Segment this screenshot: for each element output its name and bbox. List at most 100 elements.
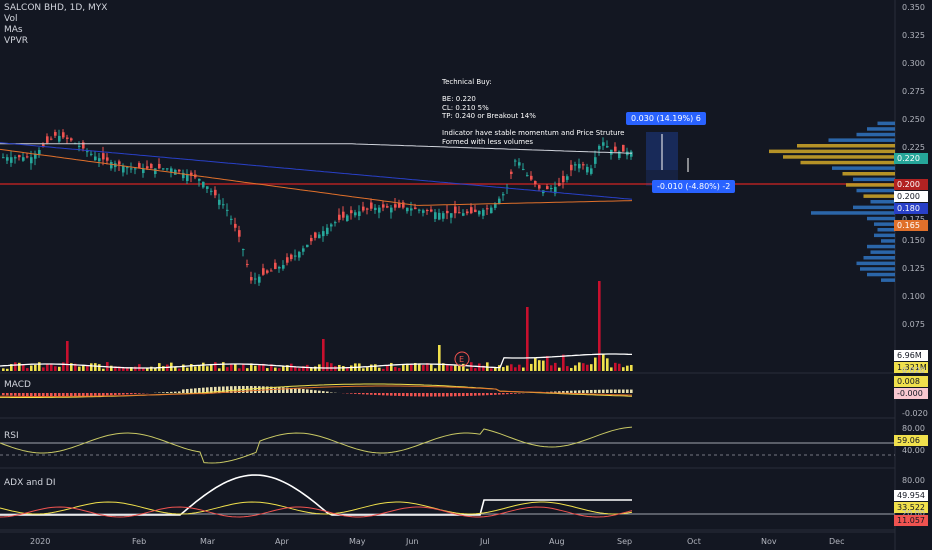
macd-pane-label[interactable]: MACD xyxy=(4,380,31,390)
candle-body xyxy=(162,168,165,170)
candle-body xyxy=(166,168,169,170)
volume-bar xyxy=(410,364,413,371)
volume-bar xyxy=(110,365,113,371)
macd-histogram-bar xyxy=(134,393,137,394)
rsi-pane-label[interactable]: RSI xyxy=(4,431,19,441)
volume-bar xyxy=(558,367,561,371)
candle-body xyxy=(554,186,557,194)
macd-histogram-bar xyxy=(98,393,101,396)
volume-bar xyxy=(570,367,573,371)
candle-body xyxy=(206,186,209,189)
candle-body xyxy=(210,190,213,192)
macd-histogram-bar xyxy=(366,393,369,395)
macd-histogram-bar xyxy=(278,387,281,393)
legend-study-vol[interactable]: Vol xyxy=(4,14,18,24)
volume-bar xyxy=(34,364,37,371)
volume-bar xyxy=(314,366,317,371)
macd-histogram-bar xyxy=(318,390,321,393)
candle-body xyxy=(234,223,237,228)
candle-body xyxy=(474,209,477,213)
volume-bar xyxy=(218,368,221,371)
price-tick: 0.175 xyxy=(902,215,925,224)
candle-body xyxy=(14,157,17,159)
candle-body xyxy=(574,164,577,166)
candle-body xyxy=(406,207,409,212)
vpvr-bar xyxy=(881,278,895,282)
volume-bar xyxy=(450,365,453,371)
volume-bar xyxy=(58,366,61,371)
candle-body xyxy=(374,207,377,211)
macd-histogram-bar xyxy=(434,393,437,397)
macd-histogram-bar xyxy=(478,393,481,396)
legend-symbol[interactable]: SALCON BHD, 1D, MYX xyxy=(4,3,108,13)
volume-bar xyxy=(118,366,121,371)
candle-body xyxy=(522,168,525,170)
measure-label-upper[interactable]: 0.030 (14.19%) 6 xyxy=(626,112,706,125)
macd-histogram-bar xyxy=(426,393,429,397)
candle-body xyxy=(42,144,45,147)
macd-histogram-bar xyxy=(454,393,457,397)
volume-bar xyxy=(582,363,585,371)
candle-body xyxy=(66,137,69,139)
macd-histogram-bar xyxy=(458,393,461,397)
vpvr-bar xyxy=(860,267,895,271)
candle-body xyxy=(290,254,293,260)
macd-histogram-bar xyxy=(482,393,485,396)
volume-bar xyxy=(78,366,81,371)
macd-histogram-bar xyxy=(234,386,237,393)
vpvr-bar xyxy=(853,177,895,182)
macd-histogram-bar xyxy=(206,387,209,393)
annotation-note[interactable]: Technical Buy: BE: 0.220 CL: 0.210 5% TP… xyxy=(442,78,625,146)
rsi-badge: 59.06 xyxy=(894,435,928,446)
candle-body xyxy=(618,151,621,159)
candle-body xyxy=(238,230,241,237)
volume-bar xyxy=(594,357,597,371)
support-price-badge: 0.200 xyxy=(894,179,928,190)
legend-study-mas[interactable]: MAs xyxy=(4,25,23,35)
volume-bar xyxy=(202,362,205,371)
macd-histogram-bar xyxy=(322,391,325,393)
candle-body xyxy=(482,209,485,216)
volume-bar xyxy=(434,368,437,371)
macd-histogram-bar xyxy=(574,390,577,393)
volume-bar xyxy=(50,363,53,371)
candle-body xyxy=(298,251,301,258)
volume-bar xyxy=(474,368,477,371)
legend-study-vpvr[interactable]: VPVR xyxy=(4,36,28,46)
ma-orange-badge: 0.165 xyxy=(894,220,928,231)
candle-body xyxy=(462,213,465,216)
adx-pane-label[interactable]: ADX and DI xyxy=(4,478,56,488)
macd-histogram-bar xyxy=(166,392,169,393)
candle-body xyxy=(454,206,457,214)
volume-bar xyxy=(406,363,409,371)
volume-bar xyxy=(222,362,225,371)
candle-body xyxy=(534,181,537,185)
volume-bar xyxy=(258,364,261,371)
macd-histogram-bar xyxy=(122,393,125,395)
macd-histogram-bar xyxy=(290,387,293,393)
macd-histogram-bar xyxy=(354,393,357,394)
volume-bar xyxy=(390,362,393,371)
volume-bar xyxy=(578,362,581,371)
macd-histogram-bar xyxy=(398,393,401,396)
macd-histogram-bar xyxy=(218,386,221,393)
volume-bar xyxy=(522,367,525,371)
vpvr-bar xyxy=(877,121,895,126)
macd-histogram-bar xyxy=(94,393,97,396)
macd-histogram-bar xyxy=(494,393,497,395)
candle-body xyxy=(370,202,373,209)
candle-body xyxy=(30,157,33,164)
price-tick: 0.150 xyxy=(902,236,925,245)
ma-blue-badge: 0.180 xyxy=(894,203,928,214)
volume-bar xyxy=(30,365,33,371)
macd-histogram-bar xyxy=(18,393,21,396)
volume-bar xyxy=(414,363,417,371)
price-tick: 0.125 xyxy=(902,264,925,273)
ma-white-badge: 0.200 xyxy=(894,191,928,202)
macd-histogram-bar xyxy=(462,393,465,397)
volume-bar xyxy=(494,366,497,371)
candle-body xyxy=(78,145,81,147)
measure-label-lower[interactable]: -0.010 (-4.80%) -2 xyxy=(652,180,736,193)
adx-line xyxy=(0,474,632,516)
